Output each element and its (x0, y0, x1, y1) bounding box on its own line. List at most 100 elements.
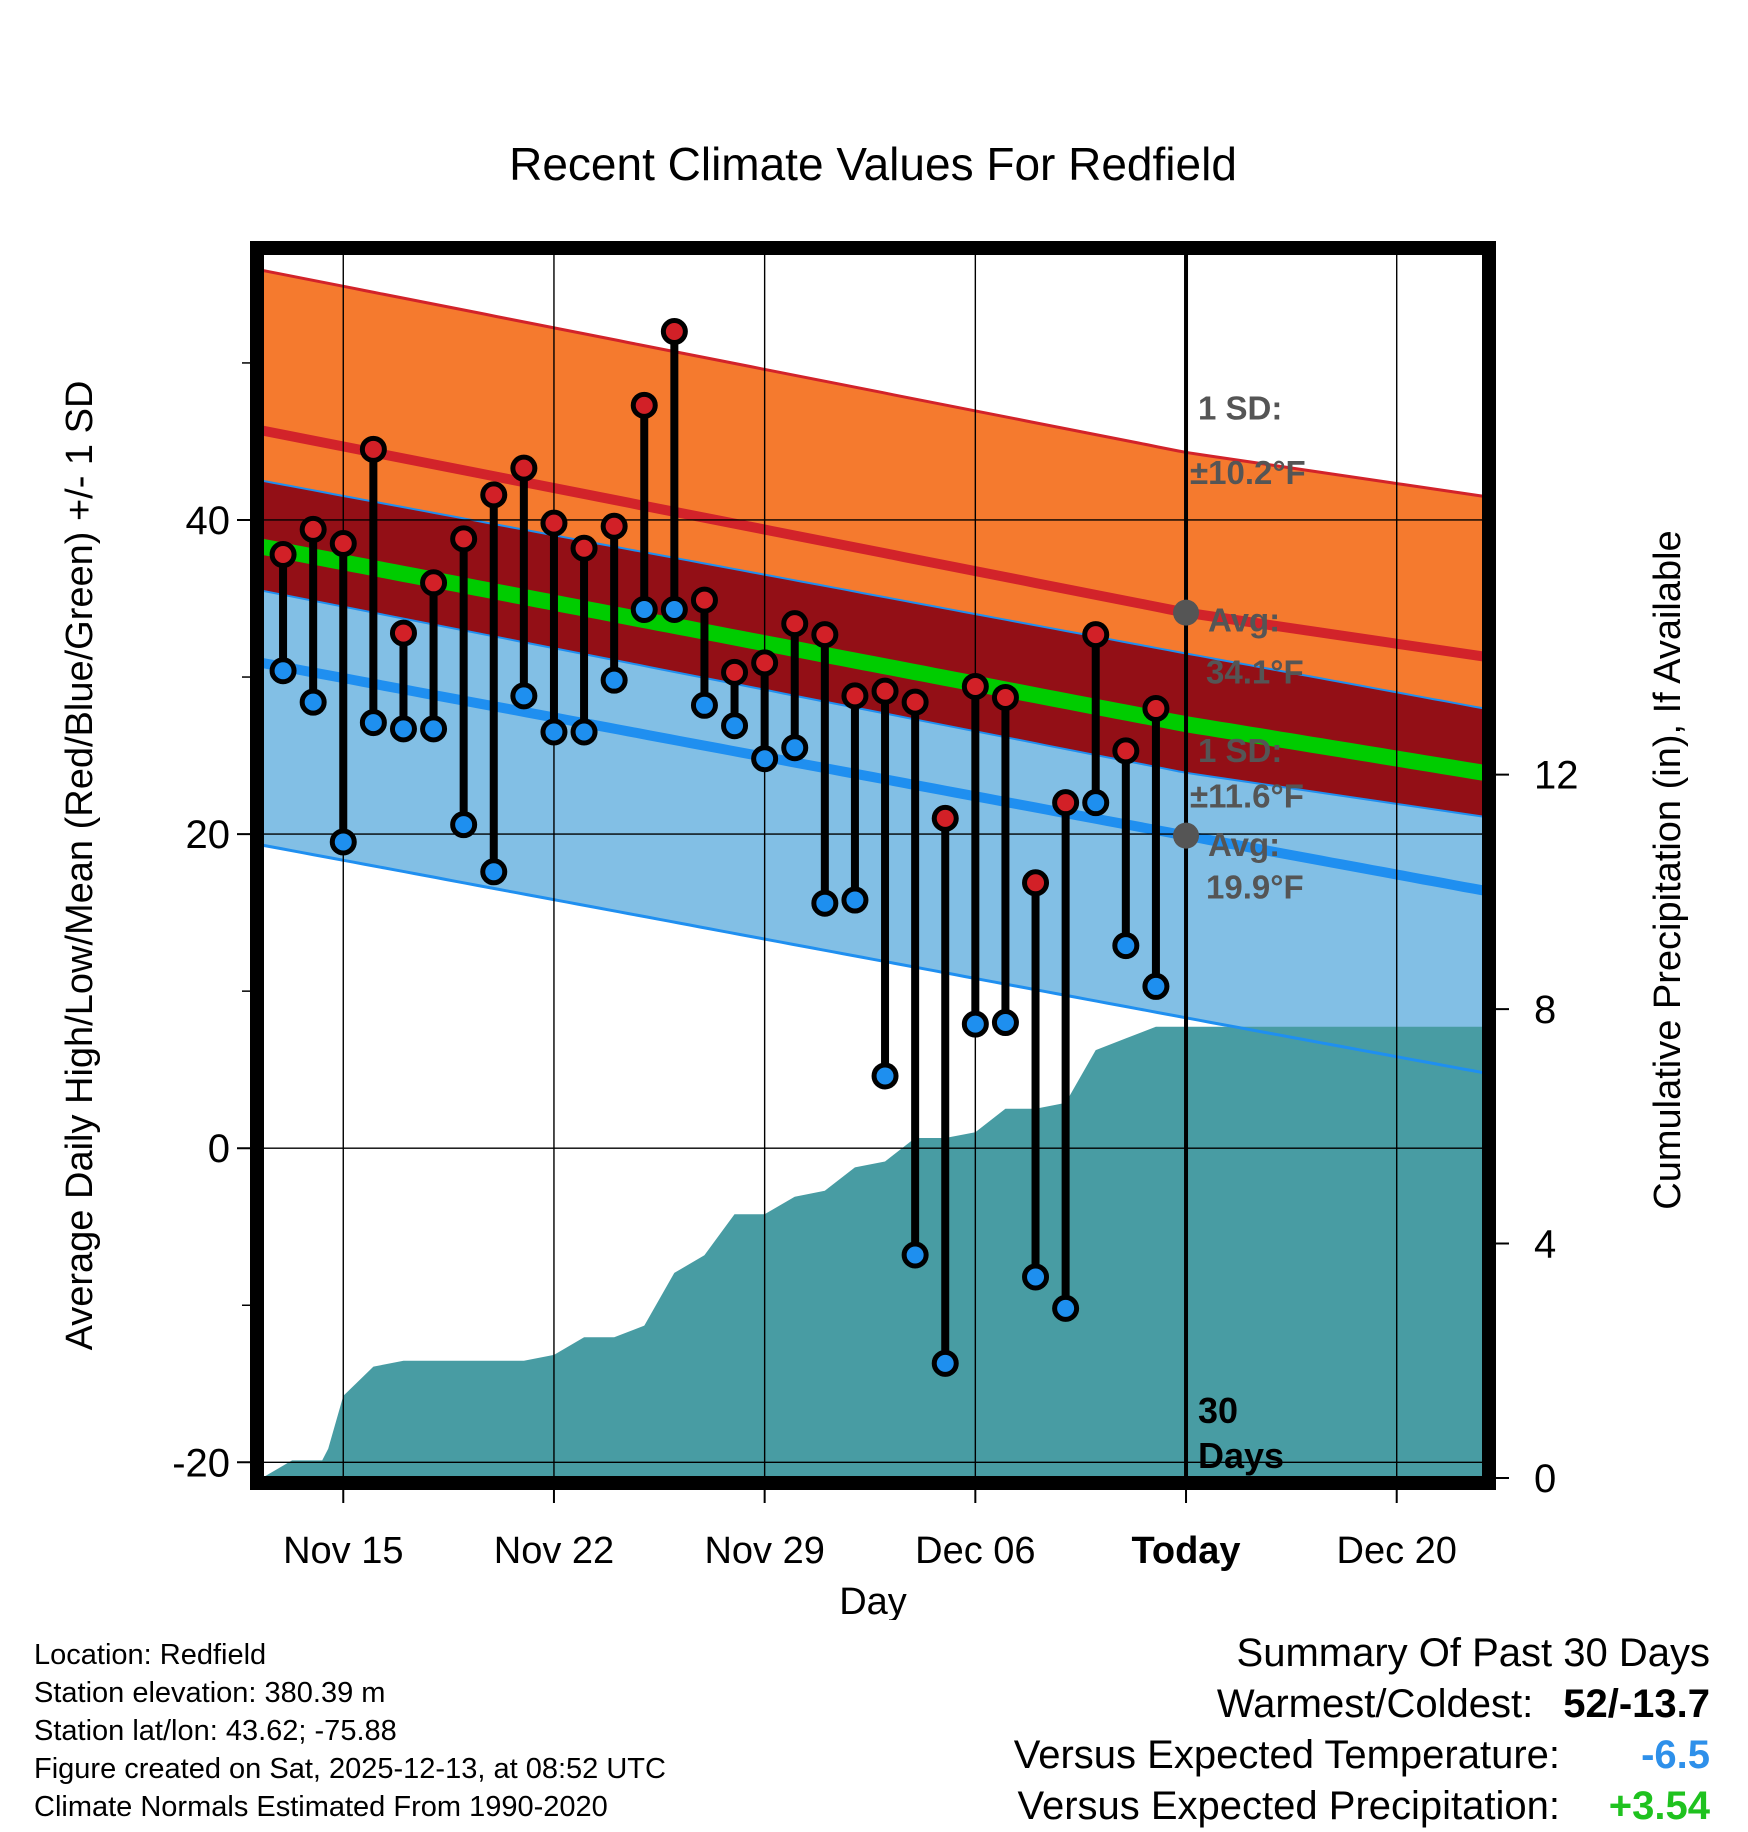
high-marker (1112, 737, 1140, 765)
low-marker (991, 1009, 1019, 1037)
low-marker (901, 1241, 929, 1269)
low-sd-title: 1 SD: (1198, 732, 1282, 769)
low-marker (420, 715, 448, 743)
high-marker (389, 619, 417, 647)
x-tick-label: Today (1131, 1530, 1240, 1572)
low-marker (690, 691, 718, 719)
y-tick-label: -20 (172, 1441, 230, 1485)
y2-tick-label: 8 (1534, 988, 1556, 1032)
low-marker (570, 718, 598, 746)
low-marker (1052, 1294, 1080, 1322)
low-marker (630, 596, 658, 624)
high-marker (751, 649, 779, 677)
x-tick-label: Nov 29 (704, 1530, 824, 1572)
low-marker (841, 886, 869, 914)
high-marker (299, 515, 327, 543)
y-axis: -20 0 20 40 (172, 362, 255, 1485)
x-tick-label: Nov 15 (283, 1530, 403, 1572)
low-marker (600, 666, 628, 694)
high-marker (269, 541, 297, 569)
precip-label: Versus Expected Precipitation: (1017, 1784, 1560, 1828)
y2-tick-label: 12 (1534, 754, 1579, 798)
low-marker (359, 709, 387, 737)
low-marker (510, 682, 538, 710)
y-tick-label: 20 (186, 813, 231, 857)
summary-temp: Versus Expected Temperature: -6.5 (1014, 1730, 1710, 1781)
high-marker (961, 672, 989, 700)
low-marker (450, 811, 478, 839)
high-mean-line (261, 425, 1485, 662)
y2-tick-label: 4 (1534, 1223, 1556, 1267)
days-label-word: Days (1198, 1435, 1284, 1476)
high-marker (871, 677, 899, 705)
low-marker (1142, 972, 1170, 1000)
high-marker (931, 804, 959, 832)
plot-frame (250, 241, 1496, 1490)
low-marker (389, 715, 417, 743)
temp-label: Versus Expected Temperature: (1013, 1733, 1560, 1777)
low-marker (871, 1062, 899, 1090)
low-marker (480, 858, 508, 886)
created-text: Figure created on Sat, 2025-12-13, at 08… (34, 1753, 666, 1785)
high-marker (1142, 694, 1170, 722)
high-avg-value: 34.1°F (1206, 653, 1304, 690)
x-tick-label: Dec 06 (915, 1530, 1035, 1572)
high-marker (690, 586, 718, 614)
high-marker (359, 435, 387, 463)
high-marker (570, 534, 598, 562)
low-marker (1022, 1263, 1050, 1291)
location-text: Location: Redfield (34, 1639, 267, 1671)
high-marker (781, 610, 809, 638)
x-tick-label: Nov 22 (494, 1530, 614, 1572)
summary-title: Summary Of Past 30 Days (1236, 1631, 1710, 1675)
station-info: Location: Redfield Station elevation: 38… (34, 1636, 666, 1826)
low-marker (660, 596, 688, 624)
high-marker (630, 391, 658, 419)
low-marker (329, 828, 357, 856)
low-avg-marker (1173, 822, 1200, 849)
chart-title: Recent Climate Values For Redfield (509, 138, 1237, 190)
climate-chart: 1 SD: ±10.2°F Avg: 34.1°F 1 SD: ±11.6°F Avg: 19… (59, 138, 1689, 1620)
high-marker (1082, 621, 1110, 649)
low-marker (961, 1010, 989, 1038)
x-axis: Nov 15 Nov 22 Nov 29 Dec 06 Today Dec 20 (283, 1485, 1457, 1572)
summary-warm-cold: Warmest/Coldest: 52/-13.7 (1014, 1679, 1710, 1730)
latlon-text: Station lat/lon: 43.62; -75.88 (34, 1715, 397, 1747)
y2-tick-label: 0 (1534, 1457, 1556, 1501)
x-tick-label: Dec 20 (1337, 1530, 1457, 1572)
overlap-band (262, 480, 1484, 817)
summary-precip: Versus Expected Precipitation: +3.54 (1014, 1781, 1710, 1832)
x-axis-title: Day (839, 1581, 907, 1620)
y-axis-title: Average Daily High/Low/Mean (Red/Blue/Gr… (59, 381, 101, 1351)
low-marker (540, 718, 568, 746)
warm-cold-value: 52/-13.7 (1563, 1682, 1710, 1726)
y-tick-label: 0 (208, 1127, 230, 1171)
high-marker (510, 454, 538, 482)
low-sd-value: ±11.6°F (1190, 777, 1304, 814)
low-lower-sd-line (261, 843, 1485, 1075)
summary-panel: Summary Of Past 30 Days Warmest/Coldest:… (1014, 1628, 1710, 1832)
high-marker (1022, 869, 1050, 897)
high-avg-title: Avg: (1208, 601, 1280, 638)
normal-annotations: 1 SD: ±10.2°F Avg: 34.1°F 1 SD: ±11.6°F Avg: 19… (1190, 389, 1306, 905)
precip-value: +3.54 (1608, 1784, 1710, 1828)
daily-observations (269, 318, 1170, 1377)
low-marker (269, 657, 297, 685)
temp-value: -6.5 (1641, 1733, 1710, 1777)
low-marker (299, 688, 327, 716)
low-upper-sd-line (261, 479, 1485, 710)
low-marker (931, 1349, 959, 1377)
low-marker (1112, 932, 1140, 960)
low-avg-title: Avg: (1208, 826, 1280, 863)
high-marker (540, 509, 568, 537)
high-marker (480, 481, 508, 509)
high-sd-value: ±10.2°F (1190, 454, 1306, 491)
high-marker (901, 688, 929, 716)
days-label-number: 30 (1198, 1390, 1238, 1431)
warm-cold-label: Warmest/Coldest: (1216, 1682, 1534, 1726)
precipitation-area (262, 1026, 1484, 1478)
low-marker (781, 734, 809, 762)
low-marker (1082, 789, 1110, 817)
high-upper-sd-line (261, 268, 1485, 498)
